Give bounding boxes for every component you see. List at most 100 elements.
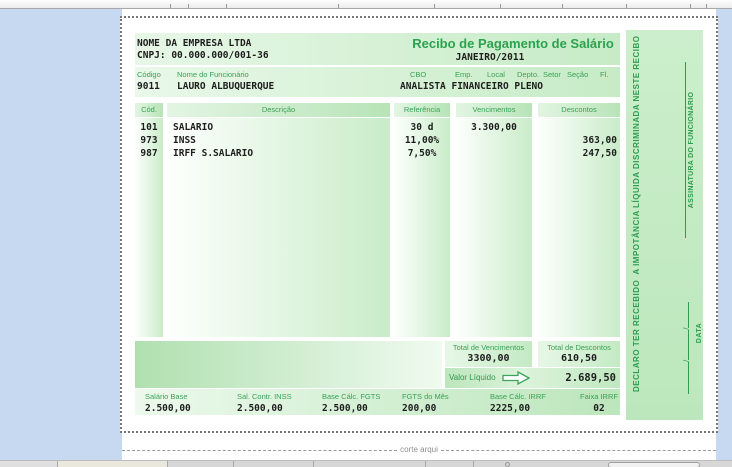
total-vencimentos-block: Total de Vencimentos 3300,00 bbox=[445, 341, 532, 367]
header-vencimentos: Vencimentos bbox=[456, 103, 532, 117]
column-tick bbox=[338, 4, 339, 8]
header-descontos: Descontos bbox=[538, 103, 620, 117]
bottom-strip-segment bbox=[57, 461, 167, 467]
bottom-strip-divider bbox=[57, 461, 58, 467]
header-cod: Cód. bbox=[135, 103, 163, 117]
valor-liquido-label: Valor Líquido bbox=[449, 373, 496, 382]
bases-band: Salário Base 2.500,00 Sal. Contr. INSS 2… bbox=[135, 389, 620, 415]
receipt-period: JANEIRO/2011 bbox=[455, 52, 525, 63]
signature-strip-rotated-content: DECLARO TER RECEBIDO A IMPOTÂNCIA LÍQUID… bbox=[626, 30, 703, 420]
total-vencimentos-value: 3300,00 bbox=[467, 353, 510, 364]
total-descontos-value: 610,50 bbox=[560, 353, 598, 364]
header-referencia: Referência bbox=[394, 103, 450, 117]
valor-liquido-value: 2.689,50 bbox=[565, 372, 616, 384]
date-line bbox=[680, 329, 689, 360]
bottom-strip-divider bbox=[167, 461, 168, 467]
column-tick bbox=[170, 4, 171, 8]
date-line bbox=[680, 301, 689, 328]
company-name: NOME DA EMPRESA LTDA bbox=[137, 38, 252, 49]
spreadsheet-column-header-strip bbox=[0, 0, 732, 9]
setor-label: Setor bbox=[543, 70, 561, 79]
signature-label: ASSINATURA DO FUNCIONÁRIO bbox=[688, 91, 695, 209]
footer-label: Base Cálc. FGTS bbox=[322, 392, 381, 401]
bottom-strip-divider bbox=[233, 461, 234, 467]
signature-field: ASSINATURA DO FUNCIONÁRIO bbox=[676, 62, 695, 238]
footer-label: Salário Base bbox=[145, 392, 188, 401]
table-cell: 7,50% bbox=[407, 148, 437, 159]
total-descontos-label: Total de Descontos bbox=[547, 343, 611, 352]
cut-here-line: corte arqui bbox=[122, 445, 717, 455]
table-cell: 973 bbox=[140, 135, 158, 146]
table-cell: SALARIO bbox=[173, 122, 214, 133]
bottom-strip-segment bbox=[0, 461, 57, 467]
total-descontos-block: Total de Descontos 610,50 bbox=[538, 341, 620, 367]
column-descontos: 363,00 247,50 bbox=[538, 118, 620, 337]
table-cell: INSS bbox=[173, 135, 196, 146]
bottom-strip-circle-icon bbox=[505, 462, 510, 467]
unprinted-area-right bbox=[716, 9, 732, 462]
company-cnpj: CNPJ: 00.000.000/001-36 bbox=[137, 50, 269, 61]
footer-label: FGTS do Mês bbox=[402, 392, 449, 401]
table-cell: 101 bbox=[140, 122, 158, 133]
valor-liquido-row: Valor Líquido 2.689,50 bbox=[445, 368, 620, 388]
cut-dash bbox=[440, 449, 717, 451]
cut-here-label: corte arqui bbox=[400, 445, 438, 454]
table-cell: 11,00% bbox=[404, 135, 440, 146]
nome-label: Nome do Funcionário bbox=[177, 70, 249, 79]
payslip-page: NOME DA EMPRESA LTDA CNPJ: 00.000.000/00… bbox=[120, 16, 718, 433]
footer-col-faixa-irrf: Faixa IRRF 02 bbox=[578, 389, 620, 414]
emp-label: Emp. bbox=[455, 70, 473, 79]
date-field: // DATA bbox=[676, 272, 703, 394]
bottom-ui-strip bbox=[0, 460, 732, 467]
footer-value: 200,00 bbox=[402, 403, 437, 414]
footer-label: Base Cálc. IRRF bbox=[490, 392, 546, 401]
footer-col-base-calc-fgts: Base Cálc. FGTS 2.500,00 bbox=[322, 389, 407, 414]
cut-dash bbox=[122, 449, 398, 451]
column-tick bbox=[562, 4, 563, 8]
footer-value: 2.500,00 bbox=[237, 403, 283, 414]
bottom-strip-rounded-control bbox=[608, 462, 700, 467]
unprinted-area-left bbox=[0, 9, 122, 462]
bottom-strip-divider bbox=[473, 461, 474, 467]
column-tick bbox=[690, 4, 691, 8]
table-cell: 30 d bbox=[410, 122, 434, 133]
column-tick bbox=[626, 4, 627, 8]
footer-col-sal-contr-inss: Sal. Contr. INSS 2.500,00 bbox=[237, 389, 322, 414]
header-descricao: Descrição bbox=[167, 103, 390, 117]
employee-band: Código Nome do Funcionário CBO Emp. Loca… bbox=[135, 67, 620, 97]
table-cell: IRFF S.SALARIO bbox=[173, 148, 254, 159]
table-cell: 247,50 bbox=[582, 148, 617, 159]
employee-code: 9011 bbox=[137, 81, 160, 92]
footer-value: 2.500,00 bbox=[145, 403, 191, 414]
column-tick bbox=[226, 4, 227, 8]
cbo-label: CBO bbox=[410, 70, 427, 79]
table-cell bbox=[456, 147, 532, 160]
footer-col-base-calc-irrf: Base Cálc. IRRF 2225,00 bbox=[490, 389, 570, 414]
column-tick bbox=[500, 4, 501, 8]
signature-strip: DECLARO TER RECEBIDO A IMPOTÂNCIA LÍQUID… bbox=[626, 30, 703, 420]
receipt-title: Recibo de Pagamento de Salário bbox=[412, 36, 614, 51]
table-cell bbox=[538, 121, 620, 134]
date-label: DATA bbox=[696, 322, 703, 344]
local-label: Local bbox=[487, 70, 505, 79]
declaration-text: DECLARO TER RECEBIDO A IMPOTÂNCIA LÍQUID… bbox=[632, 35, 641, 392]
bottom-strip-divider bbox=[313, 461, 314, 467]
footer-label: Faixa IRRF bbox=[580, 392, 618, 401]
column-tick bbox=[434, 4, 435, 8]
codigo-label: Código bbox=[137, 70, 161, 79]
secao-label: Seção bbox=[567, 70, 589, 79]
employee-role: ANALISTA FINANCEIRO PLENO bbox=[400, 81, 543, 92]
receipt-header-band: NOME DA EMPRESA LTDA CNPJ: 00.000.000/00… bbox=[135, 33, 620, 65]
table-cell: 987 bbox=[140, 148, 158, 159]
total-vencimentos-label: Total de Vencimentos bbox=[452, 343, 525, 352]
column-referencia: 30 d 11,00% 7,50% bbox=[394, 118, 450, 337]
column-tick bbox=[188, 4, 189, 8]
column-tick bbox=[706, 4, 707, 8]
table-cell: 363,00 bbox=[582, 135, 617, 146]
footer-value: 2.500,00 bbox=[322, 403, 368, 414]
bottom-strip-divider bbox=[425, 461, 426, 467]
footer-value: 2225,00 bbox=[490, 403, 531, 414]
footer-col-fgts-do-mes: FGTS do Mês 200,00 bbox=[402, 389, 482, 414]
column-vencimentos: 3.300,00 bbox=[456, 118, 532, 337]
